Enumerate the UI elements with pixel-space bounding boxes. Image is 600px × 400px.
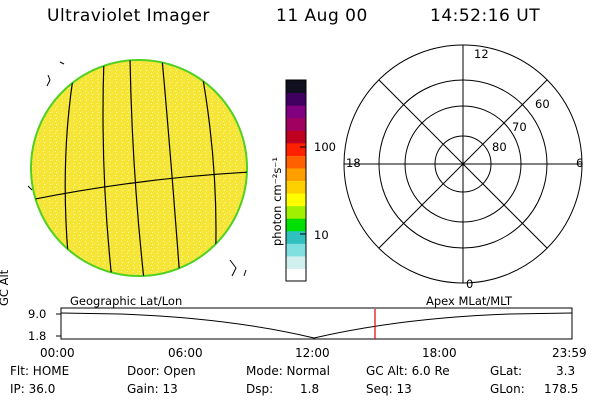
colorbar-segment <box>286 92 306 106</box>
colorbar-segment <box>286 205 306 219</box>
timeline-xtick-2359: 23:59 <box>552 346 587 360</box>
colorbar-segment <box>286 193 306 207</box>
colorbar-segment <box>286 255 306 269</box>
status-ip: IP: 36.0 <box>10 382 56 396</box>
altitude-curve <box>60 312 573 339</box>
timeline-xtick-0000: 00:00 <box>40 346 75 360</box>
lat-label-80: 80 <box>492 140 507 154</box>
colorbar-segment <box>286 105 306 119</box>
status-gain: Gain: 13 <box>127 382 178 396</box>
polar-panel-label: Apex MLat/MLT <box>426 294 513 308</box>
image-date: 11 Aug 00 <box>276 6 368 26</box>
diag-2 <box>378 79 548 249</box>
lat-label-60: 60 <box>535 97 550 111</box>
colorbar-segment <box>286 117 306 131</box>
mlt-label-6: 6 <box>576 156 584 170</box>
globe-panel-label: Geographic Lat/Lon <box>70 294 183 308</box>
status-glat-label: GLat: <box>490 364 523 378</box>
earth-disk <box>30 59 248 277</box>
status-glon-label: GLon: <box>490 382 525 396</box>
colorbar-segment <box>286 155 306 169</box>
colorbar-segment <box>286 268 306 282</box>
lat-label-70: 70 <box>512 120 527 134</box>
mlt-label-0: 0 <box>466 277 474 291</box>
mlt-label-18: 18 <box>346 156 361 170</box>
status-flt: Flt: HOME <box>10 364 70 378</box>
colorbar-segment <box>286 130 306 144</box>
colorbar-segment <box>286 167 306 181</box>
timeline-xtick-1200: 12:00 <box>295 346 330 360</box>
timeline-ytick-1.8: 1.8 <box>28 329 47 343</box>
status-gcalt: GC Alt: 6.0 Re <box>366 364 450 378</box>
timeline-ytick-9: 9.0 <box>28 307 47 321</box>
colorbar-segment <box>286 243 306 257</box>
status-glat-value: 3.3 <box>556 364 576 378</box>
image-time: 14:52:16 UT <box>430 6 541 26</box>
colorbar-segment <box>286 180 306 194</box>
status-door: Door: Open <box>127 364 196 378</box>
colorbar-segment <box>286 218 306 232</box>
status-dsp-value: 1.8 <box>300 382 320 396</box>
colorbar-segment <box>286 80 306 94</box>
instrument-title: Ultraviolet Imager <box>47 6 210 26</box>
colorbar-tick-100: 100 <box>314 140 336 154</box>
colorbar-segment <box>286 142 306 156</box>
status-mode: Mode: Normal <box>246 364 330 378</box>
status-seq: Seq: 13 <box>366 382 412 396</box>
coastline-fragments <box>27 61 247 277</box>
timeline-xtick-1800: 18:00 <box>422 346 457 360</box>
mlt-label-12: 12 <box>474 47 489 61</box>
status-glon-value: 178.5 <box>544 382 579 396</box>
status-dsp-label: Dsp: <box>246 382 274 396</box>
timeline-xtick-0600: 06:00 <box>168 346 203 360</box>
colorbar-tick-10: 10 <box>314 228 329 242</box>
timeline-axis-title: GC Alt <box>0 269 11 306</box>
